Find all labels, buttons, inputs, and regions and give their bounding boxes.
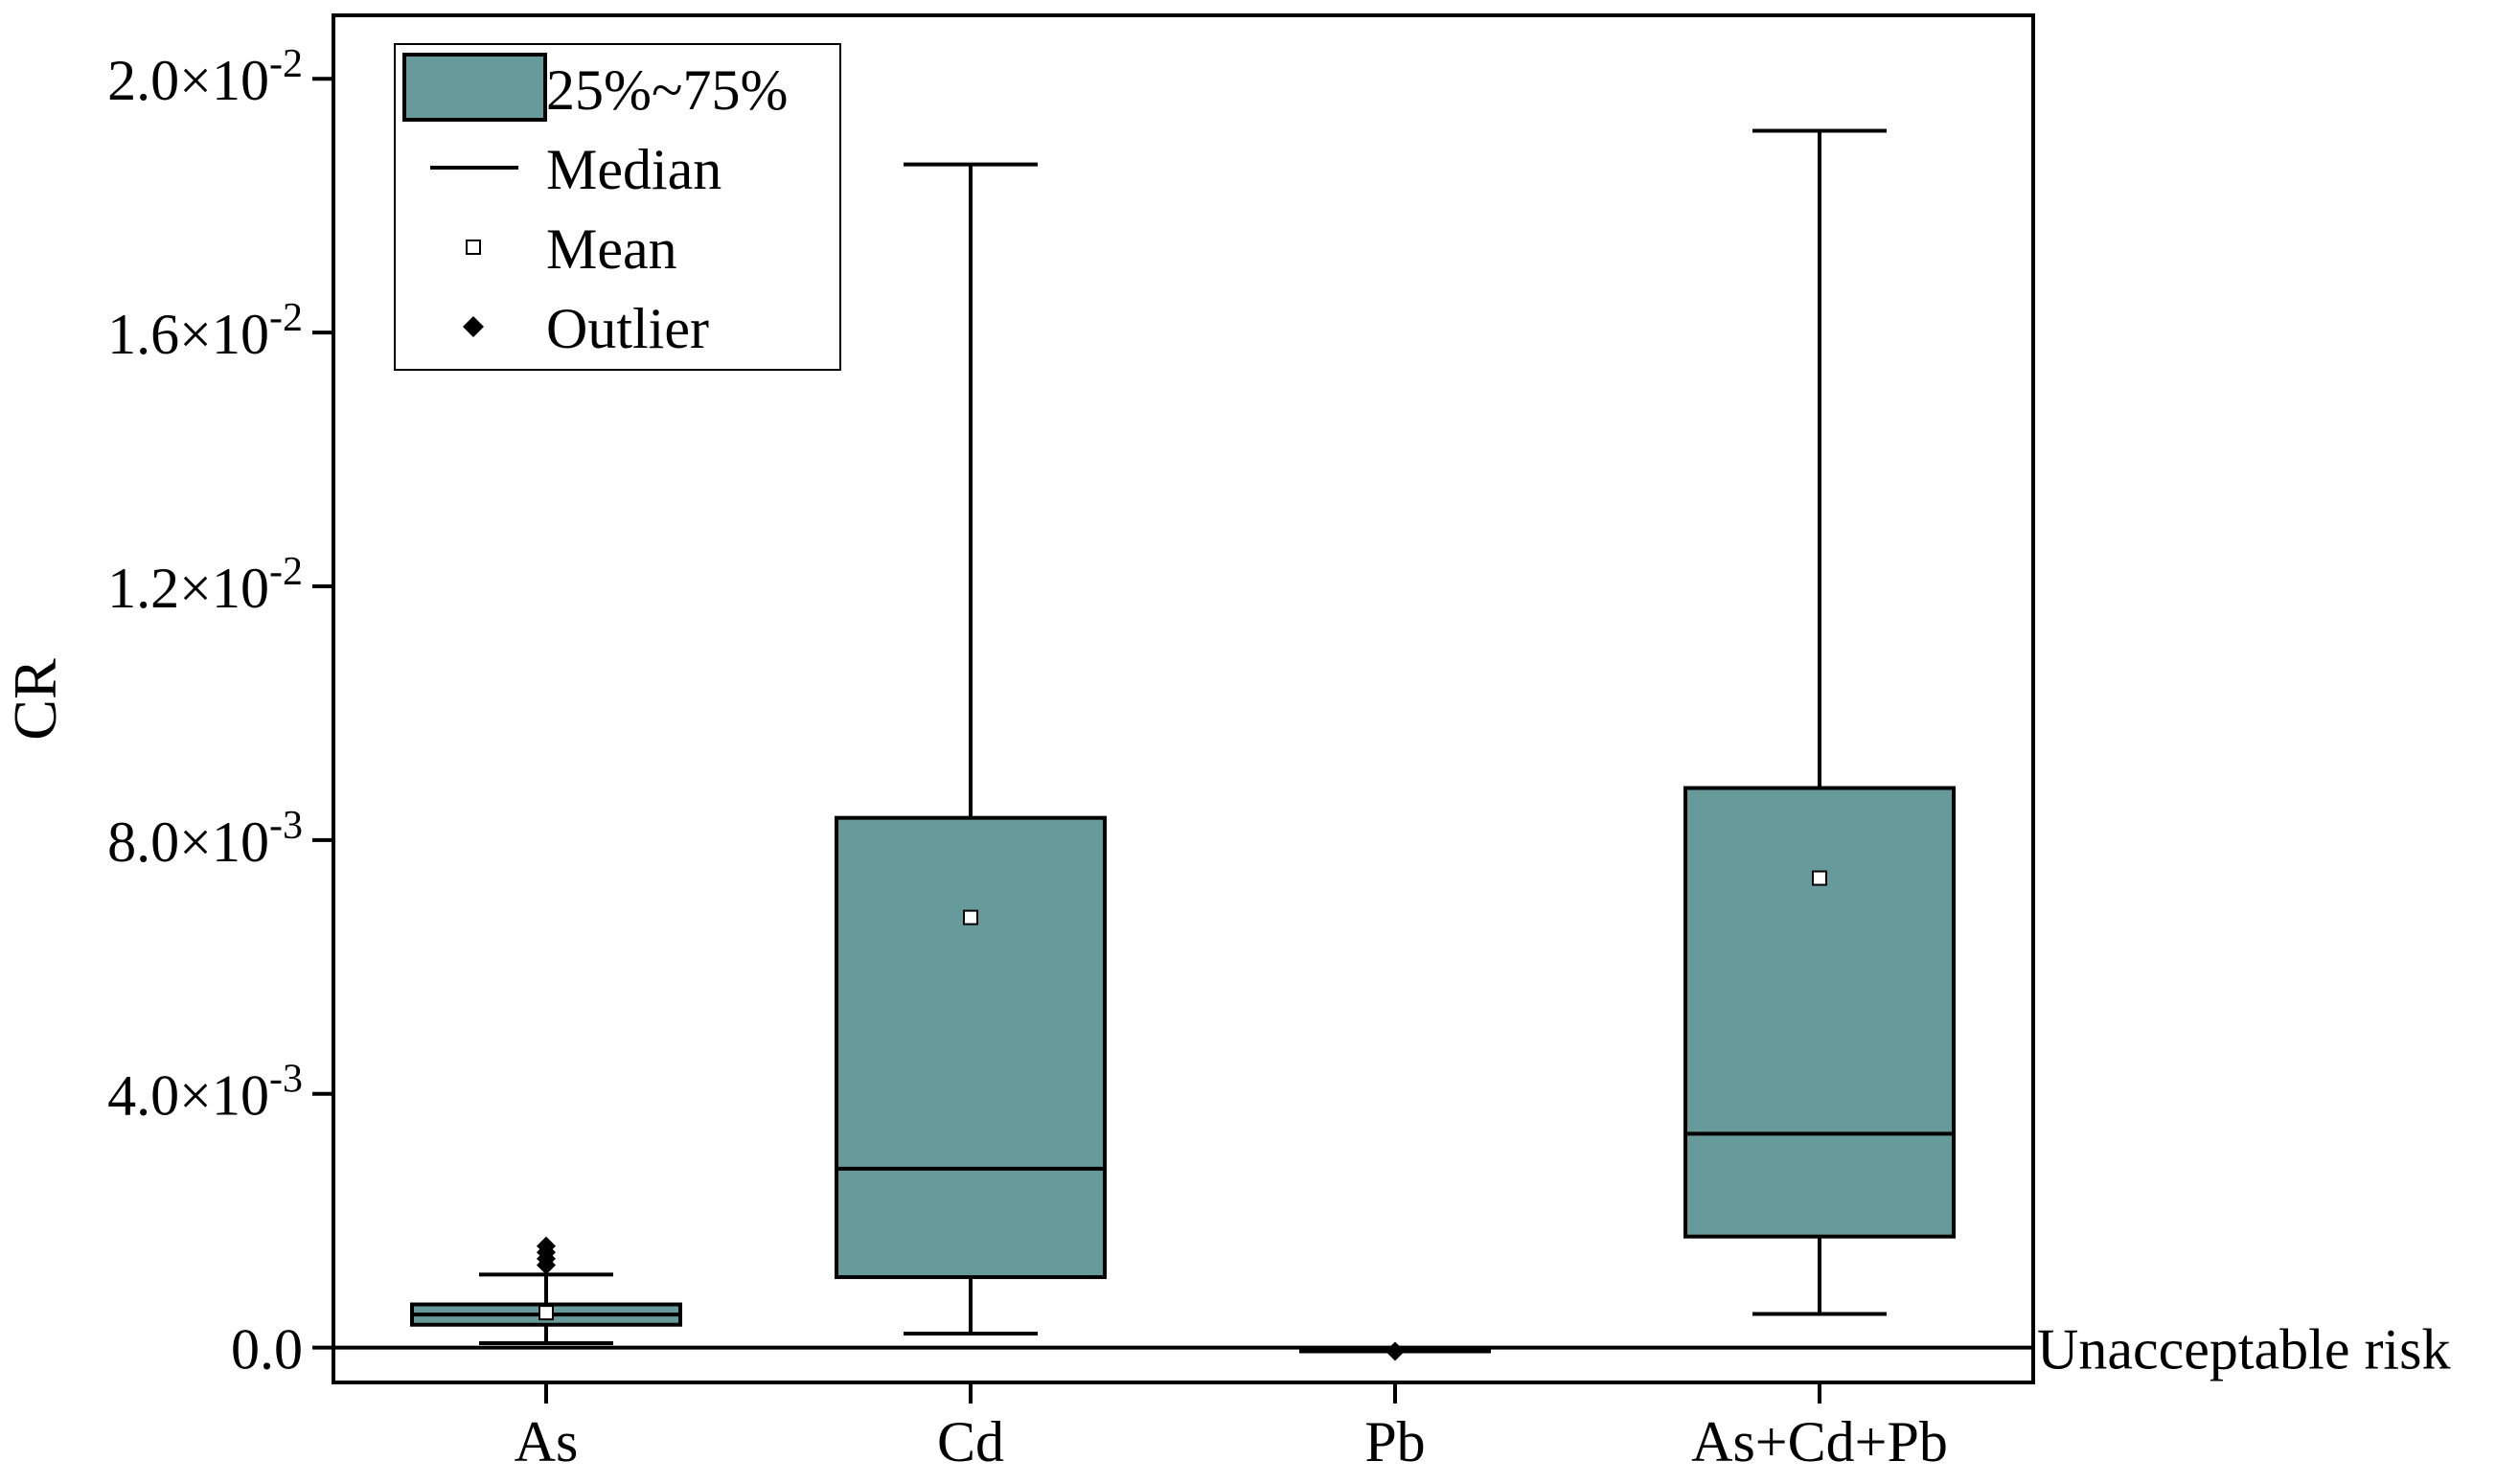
x-tick-label: Pb bbox=[1364, 1410, 1425, 1473]
box-group-as-cd-pb bbox=[1683, 128, 1956, 1316]
y-tick-label: 8.0×10-3 bbox=[107, 804, 303, 874]
x-tick-label: Cd bbox=[937, 1410, 1004, 1473]
iqr-box bbox=[835, 815, 1107, 1280]
iqr-box bbox=[1683, 786, 1956, 1239]
mean-marker bbox=[1812, 870, 1827, 886]
y-tick-label: 0.0 bbox=[231, 1318, 303, 1381]
legend-item-box: 25%~75% bbox=[402, 53, 788, 122]
legend-item-square: Mean bbox=[466, 217, 677, 281]
box-group-as bbox=[410, 1236, 682, 1345]
legend-swatch-box bbox=[402, 53, 547, 122]
legend-item-diamond: Outlier bbox=[463, 297, 709, 360]
x-tick-label: As bbox=[515, 1410, 579, 1473]
y-tick-label: 4.0×10-3 bbox=[107, 1058, 303, 1128]
outlier-point bbox=[537, 1236, 556, 1256]
box-group-cd bbox=[835, 162, 1107, 1336]
outlier-point bbox=[1385, 1341, 1405, 1361]
legend-swatch-square bbox=[466, 240, 481, 255]
legend-item-line: Median bbox=[430, 138, 721, 201]
box-group-pb bbox=[1299, 1341, 1491, 1361]
plot-frame bbox=[332, 13, 2035, 1384]
legend-label: Median bbox=[546, 138, 721, 201]
y-tick-label: 2.0×10-2 bbox=[107, 42, 303, 112]
y-tick-label: 1.2×10-2 bbox=[107, 550, 303, 620]
y-axis-label: CR bbox=[1, 658, 69, 741]
legend-label: 25%~75% bbox=[546, 58, 788, 122]
reference-line-label: Unacceptable risk bbox=[2037, 1318, 2450, 1381]
legend-label: Outlier bbox=[546, 297, 709, 360]
legend-label: Mean bbox=[546, 217, 677, 281]
x-tick-label: As+Cd+Pb bbox=[1691, 1410, 1948, 1473]
legend-swatch-diamond bbox=[463, 316, 484, 337]
mean-marker bbox=[538, 1305, 554, 1321]
mean-marker bbox=[963, 909, 978, 925]
y-tick-label: 1.6×10-2 bbox=[107, 296, 303, 366]
